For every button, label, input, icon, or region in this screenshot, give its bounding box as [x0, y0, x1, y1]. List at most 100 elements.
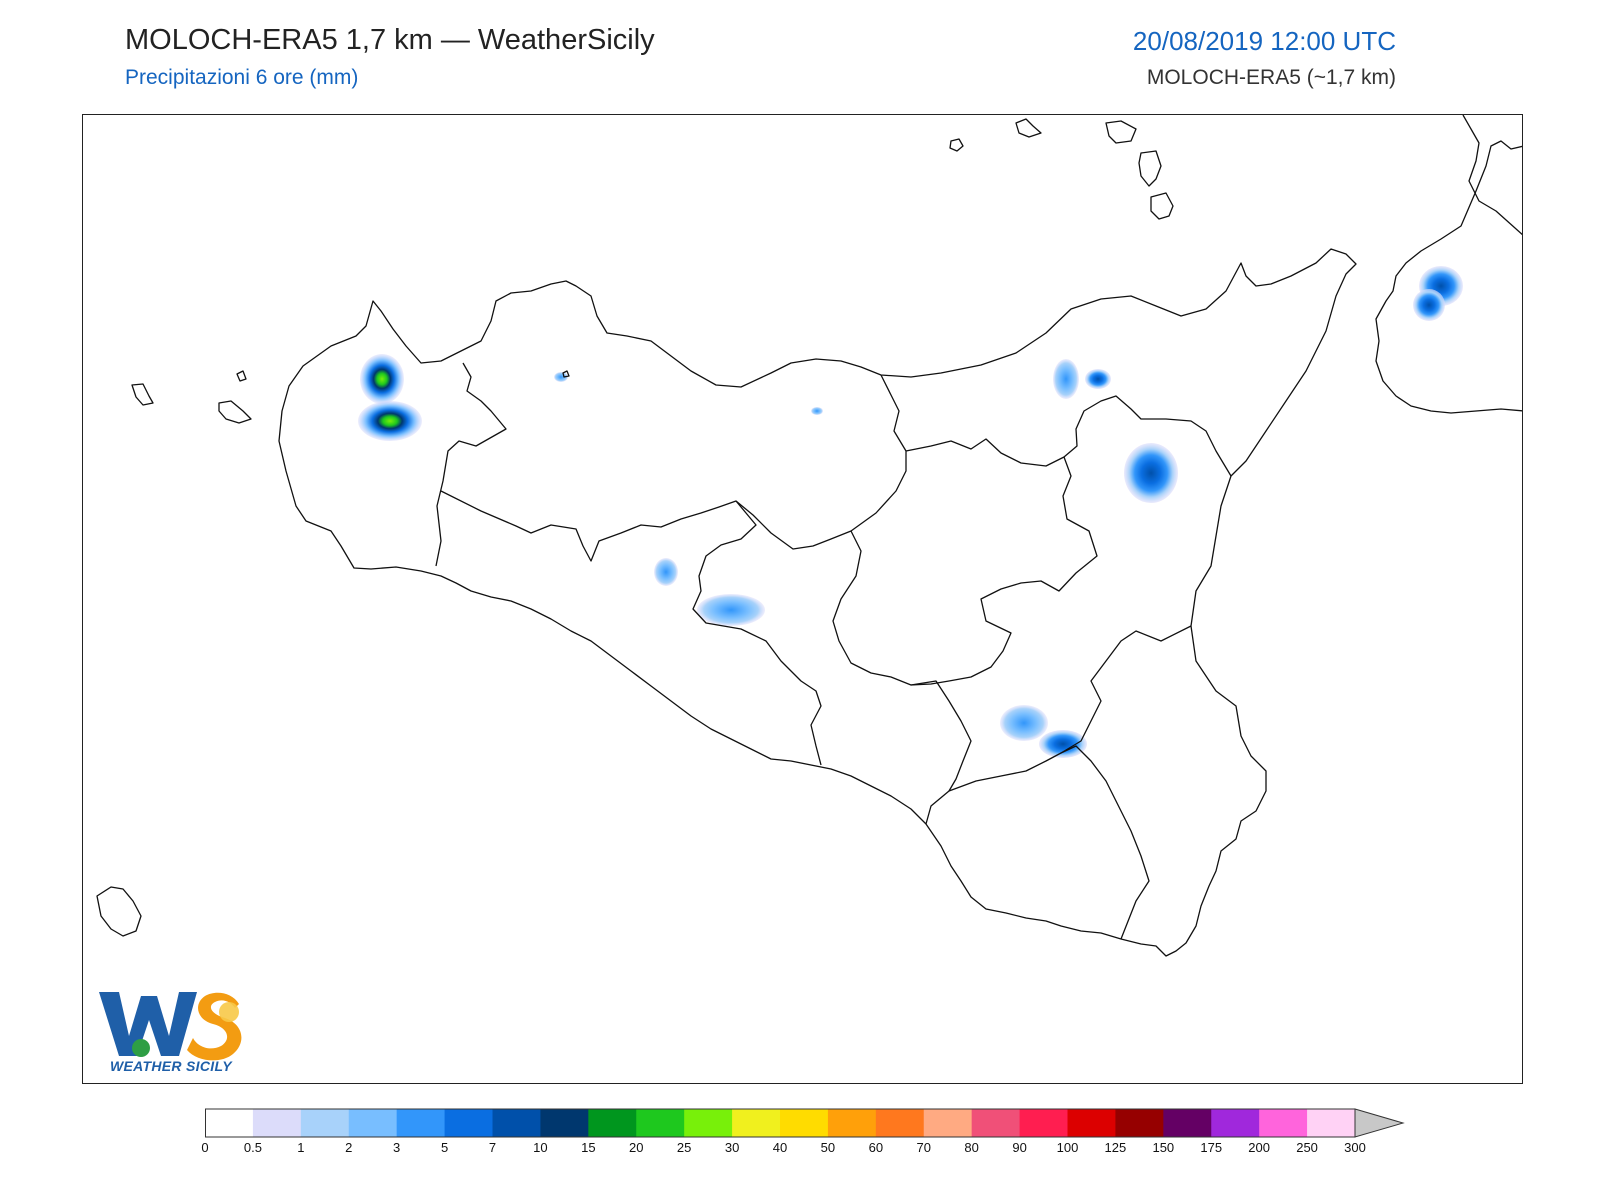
- province-boundary: [1060, 625, 1192, 754]
- map-subtitle: Precipitazioni 6 ore (mm): [125, 66, 359, 89]
- colorbar-swatch: [396, 1109, 446, 1137]
- weathersicily-logo: [99, 992, 242, 1061]
- province-boundary: [435, 362, 507, 567]
- colorbar-swatch: [205, 1109, 254, 1137]
- map-datetime: 20/08/2019 12:00 UTC: [1132, 26, 1396, 56]
- colorbar-tick-label: 3: [393, 1140, 401, 1155]
- precip-cell: [1000, 705, 1048, 741]
- precip-cell: [360, 354, 404, 404]
- precip-cell: [697, 594, 765, 626]
- island-coastline: [218, 400, 252, 424]
- province-boundary: [905, 395, 1232, 477]
- colorbar-border: [205, 1108, 1356, 1138]
- colorbar-tick-label: 0.5: [243, 1140, 262, 1155]
- calabria-coastline: [1462, 115, 1522, 236]
- colorbar-tick-label: 60: [868, 1140, 884, 1155]
- colorbar-swatch: [1019, 1109, 1068, 1137]
- colorbar-swatch: [1067, 1109, 1116, 1137]
- colorbar-overflow-arrow: [1354, 1108, 1405, 1138]
- colorbar-swatch: [923, 1109, 973, 1137]
- colorbar-tick-label: 20: [629, 1140, 644, 1155]
- precip-cell: [1124, 443, 1178, 503]
- colorbar-swatch: [971, 1109, 1021, 1137]
- precip-cell: [654, 558, 678, 586]
- colorbar-tick-label: 30: [724, 1140, 740, 1155]
- map-title: MOLOCH-ERA5 1,7 km — WeatherSicily: [125, 24, 655, 56]
- precipitation-layer: [358, 266, 1463, 758]
- colorbar-swatch: [540, 1109, 589, 1137]
- island-coastline: [96, 886, 142, 937]
- colorbar-swatch: [684, 1109, 733, 1137]
- colorbar-tick-label: 50: [820, 1140, 836, 1155]
- sicily-coastline: [278, 248, 1357, 957]
- province-boundary: [692, 500, 822, 766]
- colorbar-labels: 0 0.5 1 2 3 5 7 10 15 20 25 30 40 50 60 70 80 90 100 125 150…: [201, 1140, 1405, 1160]
- colorbar-tick-label: 40: [772, 1140, 788, 1155]
- colorbar-tick-label: 70: [916, 1140, 931, 1155]
- province-boundary: [832, 530, 972, 825]
- province-boundary: [440, 374, 907, 562]
- colorbar-swatch: [1163, 1109, 1212, 1137]
- colorbar-swatch: [1115, 1109, 1164, 1137]
- island-coastline: [1015, 118, 1042, 138]
- colorbar-swatch: [636, 1109, 685, 1137]
- colorbar-tick-label: 2: [345, 1140, 353, 1155]
- province-boundary: [910, 456, 1098, 686]
- calabria-coastline: [1375, 140, 1522, 414]
- logo-w-letter: [99, 992, 197, 1056]
- province-boundary: [948, 745, 1150, 940]
- island-coastline: [1138, 150, 1162, 187]
- colorbar-swatch: [588, 1109, 637, 1137]
- colorbar-swatch: [252, 1109, 302, 1137]
- logo-sun: [219, 1002, 239, 1022]
- colorbar-tick-label: 7: [488, 1140, 497, 1155]
- colorbar-tick-label: 90: [1012, 1140, 1027, 1155]
- colorbar-tick-label: 250: [1296, 1140, 1318, 1155]
- colorbar-tick-label: 125: [1104, 1140, 1127, 1155]
- colorbar-swatch: [444, 1109, 493, 1137]
- island-coastline: [1150, 192, 1174, 220]
- logo-s-letter: [187, 992, 242, 1061]
- colorbar-swatch: [1259, 1109, 1308, 1137]
- model-label: MOLOCH-ERA5 (~1,7 km): [1146, 66, 1396, 89]
- colorbar-swatch: [300, 1109, 350, 1137]
- colorbar-tick-label: 100: [1056, 1140, 1079, 1155]
- colorbar-tick-label: 10: [533, 1140, 548, 1155]
- precip-cell: [1085, 369, 1111, 389]
- colorbar-tick-label: 5: [440, 1140, 449, 1155]
- precip-cell: [1413, 289, 1445, 321]
- colorbar-swatch: [827, 1109, 877, 1137]
- precip-cell: [1039, 730, 1087, 758]
- colorbar-tick-label: 200: [1248, 1140, 1271, 1155]
- colorbar-tick-label: 1: [297, 1140, 305, 1155]
- colorbar-tick-label: 80: [964, 1140, 979, 1155]
- colorbar-tick-label: 0: [201, 1140, 209, 1155]
- colorbar-swatch: [1307, 1109, 1356, 1137]
- coastline-layer: [96, 115, 1522, 957]
- island-coastline: [236, 370, 247, 382]
- colorbar-tick-label: 300: [1344, 1140, 1366, 1155]
- precip-cell: [358, 401, 422, 441]
- colorbar-tick-label: 150: [1152, 1140, 1175, 1155]
- precipitation-colorbar: [205, 1108, 1405, 1138]
- map-canvas: [96, 115, 1522, 957]
- island-coastline: [1105, 120, 1137, 144]
- island-coastline: [131, 383, 154, 406]
- colorbar-swatch: [780, 1109, 829, 1137]
- logo-text: WEATHER SICILY: [110, 1058, 232, 1074]
- island-coastline: [562, 370, 570, 378]
- island-coastline: [949, 138, 964, 152]
- colorbar-tick-label: 175: [1200, 1140, 1223, 1155]
- colorbar-swatch: [492, 1109, 541, 1137]
- colorbar-tick-label: 25: [676, 1140, 692, 1155]
- precip-cell: [811, 407, 823, 415]
- colorbar-tick-label: 15: [581, 1140, 596, 1155]
- colorbar-swatch: [732, 1109, 781, 1137]
- map-frame: [82, 114, 1523, 1084]
- colorbar-swatch: [348, 1109, 398, 1137]
- precip-cell: [1053, 359, 1079, 399]
- colorbar-swatch: [875, 1109, 925, 1137]
- logo-accent-dot: [132, 1039, 150, 1057]
- colorbar-swatch: [1211, 1109, 1260, 1137]
- precip-cell: [554, 372, 568, 382]
